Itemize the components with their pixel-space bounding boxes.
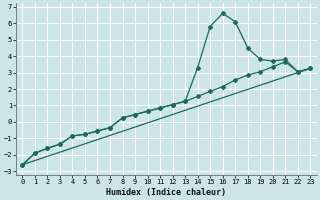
X-axis label: Humidex (Indice chaleur): Humidex (Indice chaleur) xyxy=(106,188,226,197)
